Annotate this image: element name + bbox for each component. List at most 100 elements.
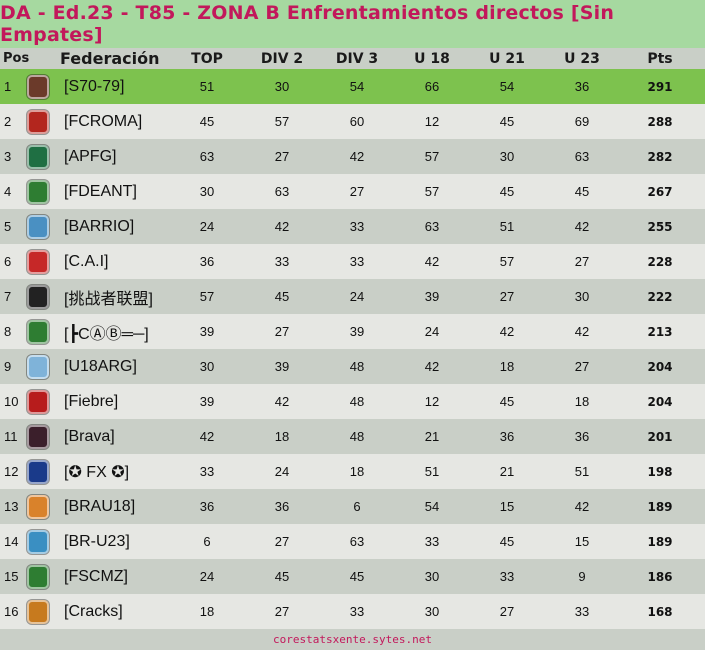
- row-pos: 7: [4, 289, 12, 304]
- row-div2: 33: [274, 254, 290, 269]
- team-crest: [27, 494, 49, 519]
- row-u23: 42: [574, 219, 590, 234]
- row-u18: 42: [424, 359, 440, 374]
- row-u21: 36: [499, 429, 515, 444]
- row-div2: 36: [274, 499, 290, 514]
- table-row: 12 [✪ FX ✪] 33 24 18 51 21 51 198: [0, 454, 705, 489]
- crest-orange-icon: [25, 489, 51, 524]
- row-pos: 12: [4, 464, 19, 479]
- row-div3: 33: [349, 604, 365, 619]
- row-div3: 33: [349, 254, 365, 269]
- row-federation[interactable]: [┣CⒶⒷ═─]: [64, 325, 149, 343]
- row-federation[interactable]: [BARRIO]: [64, 217, 135, 235]
- row-u18: 42: [424, 254, 440, 269]
- row-u21: 57: [499, 254, 515, 269]
- table-row: 5 [BARRIO] 24 42 33 63 51 42 255: [0, 209, 705, 244]
- header-u23: U 23: [564, 50, 600, 67]
- row-top: 6: [203, 534, 211, 549]
- title-bar: DA - Ed.23 - T85 - ZONA B Enfrentamiento…: [0, 0, 705, 48]
- footer-url[interactable]: corestatsxente.sytes.net: [273, 633, 432, 646]
- row-u21: 27: [499, 604, 515, 619]
- circle-red-icon: [25, 384, 51, 419]
- row-federation[interactable]: [Brava]: [64, 427, 115, 445]
- shield-greenred-icon: [25, 559, 51, 594]
- row-federation[interactable]: [BR-U23]: [64, 532, 130, 550]
- globe-blue-icon: [25, 524, 51, 559]
- row-federation[interactable]: [BRAU18]: [64, 497, 136, 515]
- table-row: 2 [FCROMA] 45 57 60 12 45 69 288: [0, 104, 705, 139]
- row-div2: 27: [274, 604, 290, 619]
- globe-green-icon: [25, 139, 51, 174]
- row-federation[interactable]: [✪ FX ✪]: [64, 463, 130, 481]
- row-federation[interactable]: [Fiebre]: [64, 392, 119, 410]
- row-u23: 15: [574, 534, 590, 549]
- table-row: 6 [C.A.I] 36 33 33 42 57 27 228: [0, 244, 705, 279]
- row-pts: 255: [647, 219, 673, 234]
- row-div2: 39: [274, 359, 290, 374]
- row-pts: 288: [647, 114, 673, 129]
- row-u23: 27: [574, 254, 590, 269]
- crest-green-icon: [25, 174, 51, 209]
- row-pos: 1: [4, 79, 12, 94]
- row-div2: 27: [274, 534, 290, 549]
- row-pos: 9: [4, 359, 12, 374]
- row-pts: 267: [647, 184, 673, 199]
- route66-icon: [25, 594, 51, 629]
- row-top: 36: [199, 254, 215, 269]
- team-crest: [27, 564, 49, 589]
- row-federation[interactable]: [Cracks]: [64, 602, 123, 620]
- row-u23: 42: [574, 499, 590, 514]
- row-federation[interactable]: [挑战者联盟]: [64, 290, 153, 308]
- row-top: 63: [199, 149, 215, 164]
- row-u23: 33: [574, 604, 590, 619]
- table-row: 7 [挑战者联盟] 57 45 24 39 27 30 222: [0, 279, 705, 314]
- team-crest: [27, 284, 49, 309]
- row-u18: 33: [424, 534, 440, 549]
- shield-red-icon: [25, 104, 51, 139]
- row-pos: 8: [4, 324, 12, 339]
- table-row: 1 [S70-79] 51 30 54 66 54 36 291: [0, 69, 705, 104]
- row-top: 39: [199, 324, 215, 339]
- row-div2: 42: [274, 394, 290, 409]
- row-div3: 63: [349, 534, 365, 549]
- row-div3: 48: [349, 359, 365, 374]
- row-pos: 4: [4, 184, 12, 199]
- row-u18: 66: [424, 79, 440, 94]
- row-federation[interactable]: [FCROMA]: [64, 112, 143, 130]
- row-top: 33: [199, 464, 215, 479]
- row-div3: 54: [349, 79, 365, 94]
- row-u21: 18: [499, 359, 515, 374]
- row-federation[interactable]: [FSCMZ]: [64, 567, 128, 585]
- row-u18: 57: [424, 149, 440, 164]
- row-u23: 45: [574, 184, 590, 199]
- row-federation[interactable]: [U18ARG]: [64, 357, 137, 375]
- table-row: 10 [Fiebre] 39 42 48 12 45 18 204: [0, 384, 705, 419]
- row-federation[interactable]: [S70-79]: [64, 77, 125, 95]
- diamond-red-icon: [25, 244, 51, 279]
- row-u21: 30: [499, 149, 515, 164]
- header-div3: DIV 3: [335, 50, 379, 67]
- table-row: 16 [Cracks] 18 27 33 30 27 33 168: [0, 594, 705, 629]
- row-top: 45: [199, 114, 215, 129]
- row-u23: 69: [574, 114, 590, 129]
- crest-blue-icon: [25, 209, 51, 244]
- row-top: 30: [199, 184, 215, 199]
- shield-brown-icon: [25, 69, 51, 104]
- row-pts: 201: [647, 429, 673, 444]
- row-u18: 54: [424, 499, 440, 514]
- row-div3: 18: [349, 464, 365, 479]
- row-pts: 228: [647, 254, 673, 269]
- team-crest: [27, 109, 49, 134]
- team-crest: [27, 424, 49, 449]
- row-pos: 11: [4, 429, 18, 444]
- row-pos: 10: [4, 394, 19, 409]
- row-federation[interactable]: [FDEANT]: [64, 182, 137, 200]
- row-federation[interactable]: [C.A.I]: [64, 252, 109, 270]
- row-div3: 39: [349, 324, 365, 339]
- row-federation[interactable]: [APFG]: [64, 147, 117, 165]
- row-u21: 42: [499, 324, 515, 339]
- header-u21: U 21: [489, 50, 525, 67]
- header-pts: Pts: [647, 50, 673, 67]
- row-u21: 45: [499, 184, 515, 199]
- row-pts: 213: [647, 324, 673, 339]
